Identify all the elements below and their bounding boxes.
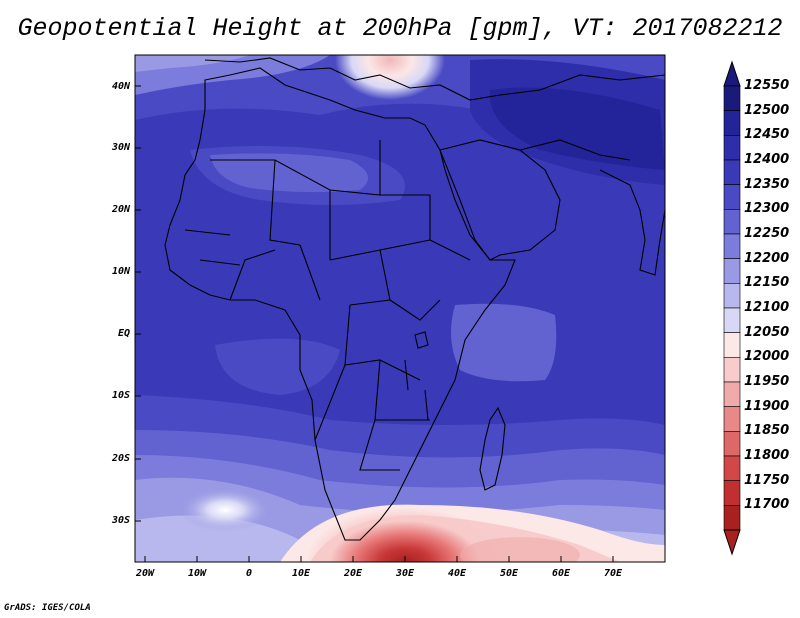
colorbar-swatch [723,110,741,136]
colorbar-swatch [723,455,741,481]
colorbar-level-label: 11700 [744,497,790,513]
colorbar-swatch [723,283,741,309]
coastlines [164,57,665,541]
lon-label: 10W [187,568,207,579]
colorbar-swatch [723,159,741,185]
colorbar-level-label: 11900 [744,398,790,414]
colorbar-swatch [723,357,741,383]
lat-label: 20S [111,453,130,464]
colorbar-level-label: 11800 [744,448,790,463]
colorbar-top-arrow [723,60,741,87]
lon-label: 50E [499,568,519,579]
colorbar-level-label: 12350 [744,176,790,192]
lon-label: 60E [551,568,571,579]
lat-label: 30N [111,142,130,153]
colorbar-level-label: 12300 [744,201,790,217]
colorbar-swatch [723,135,741,161]
lat-label: 10S [111,390,130,401]
colorbar-swatch [723,85,741,111]
colorbar-swatch [723,431,741,457]
map-frame [134,54,666,563]
colorbar-swatch [723,381,741,407]
lon-label: 30E [395,568,415,579]
colorbar-level-label: 12400 [744,152,790,167]
lon-label: 20W [135,568,155,579]
colorbar-swatch [723,505,741,531]
colorbar-level-label: 12200 [744,250,790,266]
colorbar-swatch [723,233,741,259]
colorbar-level-label: 12050 [744,324,790,340]
colorbar-swatch [723,307,741,333]
lat-label: 30S [111,515,130,526]
lat-label: EQ [117,328,130,339]
credit-text: GrADS: IGES/COLA [4,603,91,613]
lon-label: 40E [447,568,467,579]
colorbar-swatch [723,480,741,506]
colorbar-level-label: 12100 [744,300,790,315]
colorbar-level-label: 12150 [744,275,790,291]
lon-label: 0 [245,568,253,579]
lon-label: 20E [343,568,363,579]
colorbar-bottom-arrow [723,529,741,556]
lon-label: 70E [603,568,623,579]
colorbar-level-label: 11950 [744,374,790,389]
colorbar-level-label: 12500 [744,102,790,118]
colorbar-level-label: 11850 [744,423,790,439]
lat-label: 10N [111,266,130,277]
lon-label: 10E [291,568,311,579]
colorbar-level-label: 12250 [744,226,790,241]
colorbar-swatch [723,332,741,358]
colorbar-swatch [723,209,741,235]
colorbar [723,60,741,556]
colorbar-level-label: 12000 [744,349,790,365]
height-field [135,55,665,562]
colorbar-level-label: 11750 [744,472,790,488]
colorbar-swatch [723,184,741,210]
lat-label: 20N [111,204,130,215]
colorbar-level-label: 12450 [744,127,790,143]
lat-label: 40N [111,81,130,92]
colorbar-swatch [723,258,741,284]
colorbar-level-label: 12550 [744,78,790,93]
axis-ticks [135,85,614,562]
colorbar-swatch [723,406,741,432]
page-title: Geopotential Height at 200hPa [gpm], VT:… [17,14,783,43]
